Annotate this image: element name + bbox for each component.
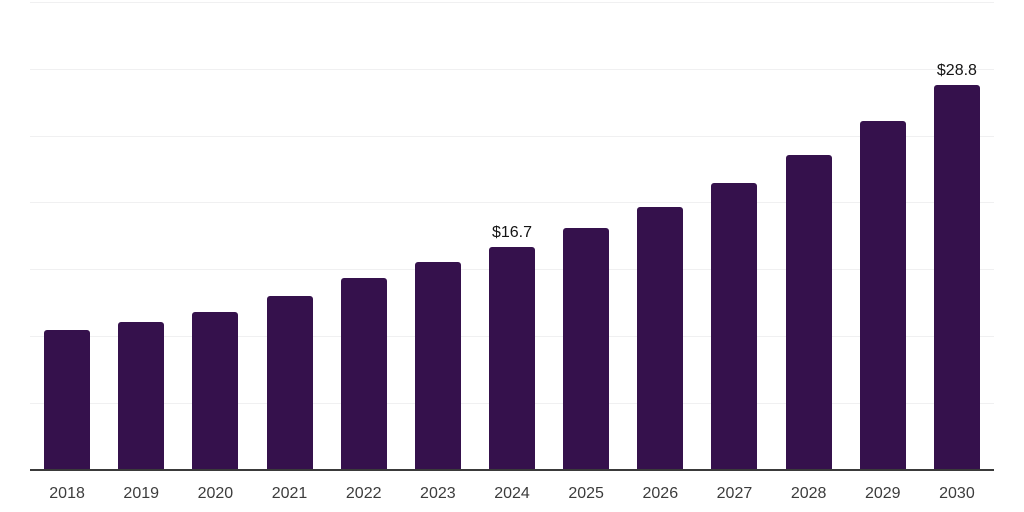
x-tick-label-2026: 2026 <box>642 485 679 502</box>
bar-2026 <box>637 206 684 470</box>
gridline <box>30 202 994 204</box>
x-tick-label-2025: 2025 <box>568 485 604 502</box>
x-tick-label-2029: 2029 <box>864 485 901 502</box>
bar-2030 <box>933 85 980 470</box>
x-axis-line <box>30 469 994 471</box>
x-tick-label-2020: 2020 <box>197 485 234 502</box>
x-tick-label-2023: 2023 <box>420 485 456 502</box>
bar-2021 <box>266 296 313 470</box>
bar-2024 <box>489 246 535 470</box>
bar-2022 <box>340 277 387 470</box>
bar-2020 <box>192 312 239 470</box>
x-tick-label-2024: 2024 <box>494 485 530 502</box>
bar-2025 <box>563 228 610 470</box>
bar-2029 <box>859 121 906 470</box>
gridline <box>30 135 994 137</box>
x-tick-label-2021: 2021 <box>271 485 308 502</box>
x-tick-label-2018: 2018 <box>49 485 85 502</box>
bar-2028 <box>785 154 832 470</box>
data-label-2024: $16.7 <box>491 223 533 241</box>
x-tick-label-2022: 2022 <box>345 485 382 502</box>
gridline <box>30 68 994 70</box>
bar-2018 <box>44 329 91 470</box>
bar-2019 <box>118 321 165 470</box>
bar-2023 <box>414 261 461 470</box>
bar-2027 <box>711 182 758 470</box>
x-tick-label-2028: 2028 <box>790 485 827 502</box>
gridline <box>30 2 994 3</box>
data-label-2030: $28.8 <box>936 62 977 80</box>
x-tick-label-2019: 2019 <box>123 485 160 502</box>
x-tick-label-2027: 2027 <box>716 485 753 502</box>
x-tick-label-2030: 2030 <box>939 485 975 502</box>
